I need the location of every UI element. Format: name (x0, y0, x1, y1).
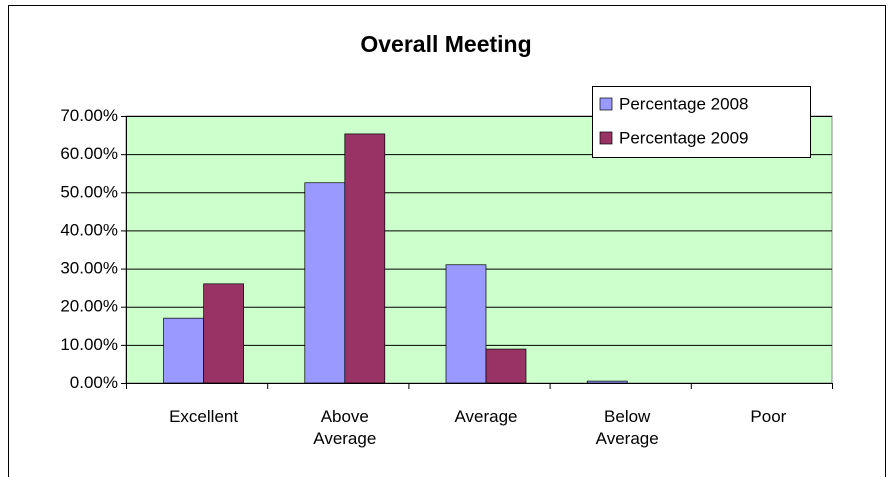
x-tick-label: Average (454, 407, 518, 426)
bar (203, 283, 244, 384)
bar (304, 182, 346, 384)
y-tick-label: 40.00% (60, 220, 118, 239)
legend-label: Percentage 2009 (619, 128, 749, 147)
x-tick-label: Below Average (595, 407, 659, 448)
legend (592, 86, 811, 158)
bar (445, 264, 487, 384)
bar (163, 317, 204, 384)
y-tick-label: 50.00% (60, 182, 118, 201)
x-tick-label: Excellent (169, 407, 239, 426)
x-tick-label: Poor (750, 407, 787, 426)
chart-title: Overall Meeting (360, 31, 531, 57)
y-tick-label: 30.00% (60, 259, 118, 278)
legend-swatch (599, 131, 613, 145)
y-tick-label: 0.00% (70, 373, 118, 392)
bar (485, 348, 527, 384)
legend-swatch (599, 97, 613, 111)
bar (344, 133, 386, 384)
x-tick-label: Above Average (313, 407, 377, 448)
y-tick-label: 60.00% (60, 144, 118, 163)
y-tick-label: 10.00% (60, 335, 118, 354)
y-tick-label: 20.00% (60, 297, 118, 316)
legend-label: Percentage 2008 (619, 94, 749, 113)
y-tick-label: 70.00% (60, 106, 118, 125)
bar (586, 380, 628, 384)
